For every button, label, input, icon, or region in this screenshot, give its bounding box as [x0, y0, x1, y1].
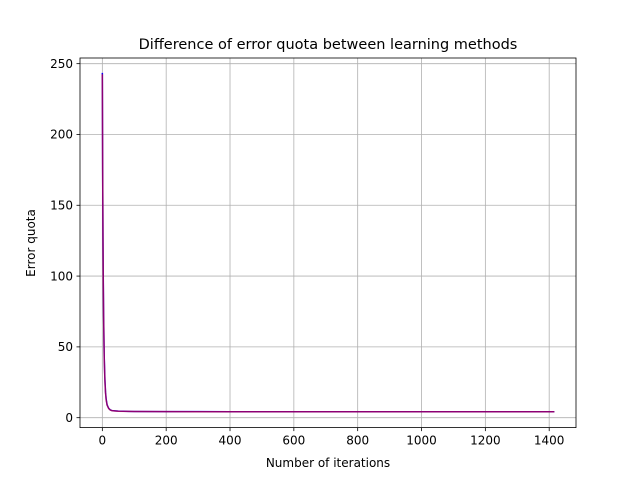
chart-title: Difference of error quota between learni… — [139, 37, 518, 53]
series-line-2 — [101, 74, 555, 413]
plot-frame — [79, 57, 577, 429]
y-tick-label: 0 — [65, 411, 73, 425]
x-tick-label: 600 — [282, 434, 305, 448]
x-tick-label: 1200 — [470, 434, 501, 448]
ticks: 0 200 400 600 800 1000 1200 1400 0 50 100 150 200 250 — [50, 57, 564, 448]
x-tick-label: 1400 — [534, 434, 565, 448]
x-tick-label: 0 — [99, 434, 107, 448]
x-tick-label: 200 — [155, 434, 178, 448]
series-layer — [101, 72, 555, 413]
x-tick-label: 800 — [346, 434, 369, 448]
y-tick-label: 250 — [50, 57, 73, 71]
y-axis-label: Error quota — [24, 209, 38, 277]
y-tick-label: 50 — [58, 340, 73, 354]
x-axis-label: Number of iterations — [266, 456, 390, 470]
y-tick-label: 100 — [50, 269, 73, 283]
y-tick-label: 200 — [50, 128, 73, 142]
y-tick-label: 150 — [50, 198, 73, 212]
x-tick-label: 1000 — [406, 434, 437, 448]
grid — [80, 58, 576, 428]
x-tick-label: 400 — [219, 434, 242, 448]
